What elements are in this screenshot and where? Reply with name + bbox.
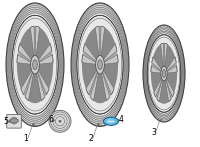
Ellipse shape [31, 55, 39, 74]
Polygon shape [89, 70, 98, 97]
Polygon shape [156, 77, 163, 99]
Polygon shape [157, 77, 163, 102]
Text: 5: 5 [3, 117, 8, 126]
Polygon shape [71, 3, 129, 126]
Ellipse shape [33, 60, 37, 70]
Polygon shape [164, 43, 167, 69]
Polygon shape [94, 70, 106, 103]
Polygon shape [161, 43, 164, 69]
Polygon shape [102, 44, 117, 63]
Polygon shape [101, 70, 110, 101]
Polygon shape [30, 26, 35, 59]
Polygon shape [102, 63, 118, 89]
Polygon shape [99, 26, 101, 59]
Ellipse shape [96, 55, 104, 74]
Polygon shape [17, 55, 32, 64]
Text: 6: 6 [49, 115, 54, 124]
Polygon shape [6, 3, 64, 126]
Polygon shape [152, 57, 162, 72]
Polygon shape [86, 68, 98, 95]
Ellipse shape [106, 119, 114, 123]
FancyBboxPatch shape [7, 115, 21, 128]
Ellipse shape [10, 117, 18, 124]
Polygon shape [82, 55, 97, 64]
Polygon shape [159, 78, 169, 104]
Polygon shape [153, 44, 163, 71]
Polygon shape [151, 72, 162, 93]
Ellipse shape [98, 60, 102, 70]
Polygon shape [18, 51, 32, 63]
Polygon shape [100, 26, 105, 59]
Polygon shape [166, 72, 177, 93]
Polygon shape [37, 68, 49, 95]
Polygon shape [38, 55, 53, 64]
Polygon shape [103, 55, 118, 64]
Ellipse shape [12, 15, 58, 114]
Polygon shape [37, 44, 52, 63]
Polygon shape [38, 51, 52, 63]
Polygon shape [165, 76, 174, 97]
Polygon shape [35, 26, 40, 59]
Polygon shape [17, 63, 33, 89]
Polygon shape [95, 26, 100, 59]
Ellipse shape [147, 35, 181, 112]
Ellipse shape [59, 120, 61, 123]
Text: 3: 3 [152, 128, 156, 137]
Polygon shape [165, 77, 172, 99]
Polygon shape [166, 66, 177, 73]
Text: 4: 4 [118, 115, 123, 124]
Polygon shape [143, 25, 185, 122]
Polygon shape [83, 51, 97, 63]
Polygon shape [29, 70, 41, 103]
Polygon shape [37, 63, 53, 89]
Polygon shape [101, 27, 115, 61]
Text: 1: 1 [24, 134, 28, 143]
Polygon shape [151, 63, 162, 72]
Ellipse shape [103, 117, 119, 125]
Polygon shape [165, 77, 171, 102]
Polygon shape [20, 27, 34, 61]
Polygon shape [102, 68, 114, 95]
Polygon shape [166, 63, 177, 72]
Polygon shape [21, 68, 33, 95]
Polygon shape [82, 63, 98, 89]
Polygon shape [90, 70, 99, 101]
Ellipse shape [162, 70, 166, 77]
Text: 2: 2 [89, 134, 93, 143]
Polygon shape [24, 70, 33, 97]
Ellipse shape [77, 15, 123, 114]
Polygon shape [18, 44, 33, 63]
Polygon shape [165, 44, 175, 71]
Ellipse shape [161, 66, 167, 81]
Polygon shape [36, 27, 50, 61]
Polygon shape [102, 70, 111, 97]
Polygon shape [85, 27, 99, 61]
Polygon shape [154, 76, 163, 97]
Polygon shape [25, 70, 34, 101]
Polygon shape [36, 70, 45, 101]
Polygon shape [34, 26, 36, 59]
Polygon shape [166, 57, 176, 72]
Polygon shape [103, 51, 117, 63]
Polygon shape [83, 44, 98, 63]
Polygon shape [163, 43, 165, 69]
Polygon shape [151, 66, 162, 73]
Ellipse shape [49, 110, 71, 132]
Polygon shape [37, 70, 46, 97]
